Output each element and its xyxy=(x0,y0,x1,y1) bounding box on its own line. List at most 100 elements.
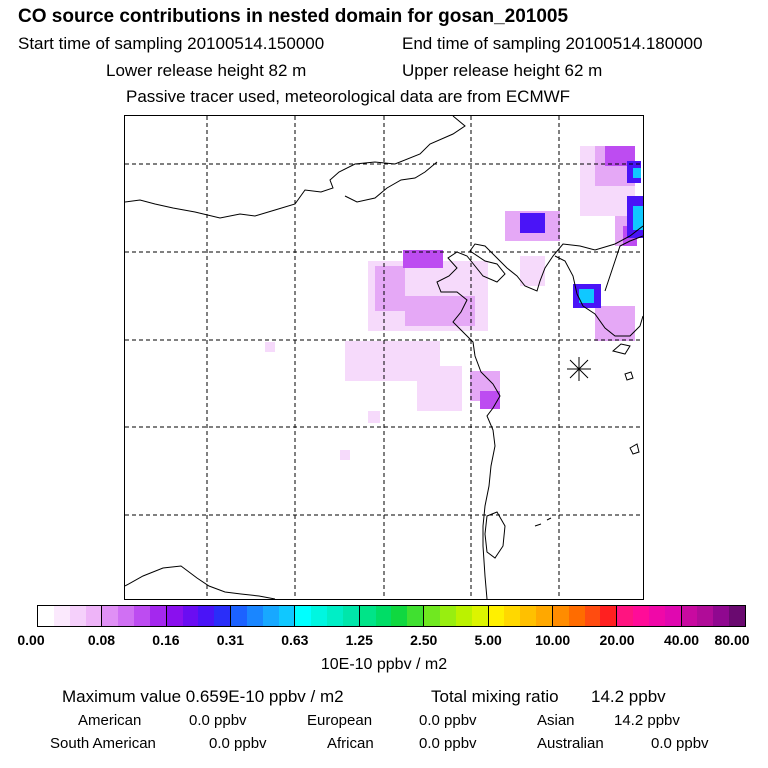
colorbar-swatch xyxy=(311,606,328,626)
colorbar-tick-label: 1.25 xyxy=(345,632,373,648)
coastline xyxy=(436,225,643,599)
colorbar-segment xyxy=(359,606,425,626)
colorbar-swatch xyxy=(664,606,681,626)
colorbar-segment xyxy=(295,606,360,626)
colorbar-swatch xyxy=(166,606,183,626)
colorbar-swatch xyxy=(182,606,199,626)
colorbar-tick-label: 0.16 xyxy=(152,632,180,648)
colorbar-swatch xyxy=(697,606,714,626)
plume-patch xyxy=(375,266,405,311)
colorbar-swatch xyxy=(617,606,634,626)
colorbar-swatch xyxy=(407,606,424,626)
colorbar-swatch xyxy=(471,606,488,626)
plume-patch xyxy=(480,391,500,409)
region-value: 0.0 ppbv xyxy=(419,735,477,752)
colorbar-swatch xyxy=(198,606,215,626)
end-time-label: End time of sampling 20100514.180000 xyxy=(402,34,703,53)
colorbar-swatch xyxy=(504,606,521,626)
colorbar-swatch xyxy=(118,606,135,626)
colorbar-segment xyxy=(102,606,167,626)
korea-coast xyxy=(554,255,643,337)
colorbar-units: 10E-10 ppbv / m2 xyxy=(320,656,448,673)
colorbar-tick-label: 80.00 xyxy=(714,632,750,648)
colorbar-swatch xyxy=(600,606,617,626)
plume-patch xyxy=(633,206,643,230)
map-panel xyxy=(124,115,644,600)
colorbar-swatch xyxy=(440,606,456,626)
plume-patch xyxy=(340,450,350,460)
colorbar-segment xyxy=(38,606,103,626)
colorbar-swatch xyxy=(102,606,119,626)
colorbar-swatch xyxy=(536,606,552,626)
border-line xyxy=(344,161,438,203)
colorbar-swatch xyxy=(231,606,247,626)
island xyxy=(624,371,634,381)
colorbar-segment xyxy=(617,606,682,626)
plume-patch xyxy=(579,289,594,303)
colorbar-segment xyxy=(424,606,489,626)
colorbar-tick-label: 40.00 xyxy=(664,632,700,648)
taiwan xyxy=(484,511,506,559)
region-value: 0.0 ppbv xyxy=(651,735,709,752)
plume-patch xyxy=(520,213,545,233)
plume-patch xyxy=(368,411,380,423)
region-value: 0.0 ppbv xyxy=(419,712,477,729)
region-name: American xyxy=(78,712,142,729)
colorbar-swatch xyxy=(149,606,166,626)
region-name: Australian xyxy=(537,735,604,752)
region-value: 0.0 ppbv xyxy=(209,735,267,752)
region-name: African xyxy=(327,735,374,752)
colorbar-swatch xyxy=(681,606,698,626)
colorbar-swatch xyxy=(295,606,312,626)
colorbar-swatch xyxy=(359,606,376,626)
region-name: European xyxy=(307,712,373,729)
colorbar-tick-label: 20.00 xyxy=(599,632,635,648)
receptor-marker-icon xyxy=(567,357,591,381)
colorbar-swatch xyxy=(134,606,150,626)
plot-title: CO source contributions in nested domain… xyxy=(18,6,569,27)
lower-release-height-label: Lower release height 82 m xyxy=(106,61,307,80)
colorbar-swatch xyxy=(69,606,86,626)
colorbar-swatch xyxy=(214,606,231,626)
colorbar-swatch xyxy=(552,606,569,626)
colorbar-swatch xyxy=(327,606,343,626)
colorbar-swatch xyxy=(391,606,408,626)
colorbar-tick-label: 10.00 xyxy=(535,632,571,648)
coastlines xyxy=(125,116,643,599)
plume-patch xyxy=(405,296,475,326)
colorbar-segment xyxy=(488,606,553,626)
colorbar xyxy=(37,605,746,627)
colorbar-swatch xyxy=(53,606,70,626)
colorbar-tick-label: 0.00 xyxy=(17,632,45,648)
colorbar-swatch xyxy=(455,606,472,626)
lat-lon-grid xyxy=(125,116,643,599)
region-value: 14.2 ppbv xyxy=(614,712,680,729)
colorbar-swatch xyxy=(262,606,279,626)
max-value-label: Maximum value 0.659E-10 ppbv / m2 xyxy=(62,687,344,706)
plume-patch xyxy=(403,250,443,268)
colorbar-swatch xyxy=(375,606,392,626)
colorbar-swatch xyxy=(342,606,359,626)
colorbar-swatch xyxy=(568,606,585,626)
colorbar-swatch xyxy=(584,606,601,626)
colorbar-swatch xyxy=(424,606,440,626)
colorbar-segment xyxy=(166,606,232,626)
map-canvas xyxy=(125,116,643,599)
colorbar-segment xyxy=(552,606,618,626)
colorbar-swatch xyxy=(278,606,295,626)
region-name: South American xyxy=(50,735,156,752)
plume-patch xyxy=(520,256,545,286)
plume-patch xyxy=(633,168,641,178)
border-line xyxy=(125,116,466,219)
total-mixing-label: Total mixing ratio xyxy=(431,687,559,706)
region-value: 0.0 ppbv xyxy=(189,712,247,729)
islets xyxy=(534,517,552,527)
colorbar-swatch xyxy=(246,606,263,626)
colorbar-swatch xyxy=(38,606,54,626)
colorbar-tick-label: 5.00 xyxy=(474,632,502,648)
southern-coast xyxy=(125,565,276,599)
colorbar-tick-label: 2.50 xyxy=(410,632,438,648)
colorbar-segment xyxy=(231,606,296,626)
jeju-island xyxy=(611,343,631,355)
upper-release-height-label: Upper release height 62 m xyxy=(402,61,603,80)
